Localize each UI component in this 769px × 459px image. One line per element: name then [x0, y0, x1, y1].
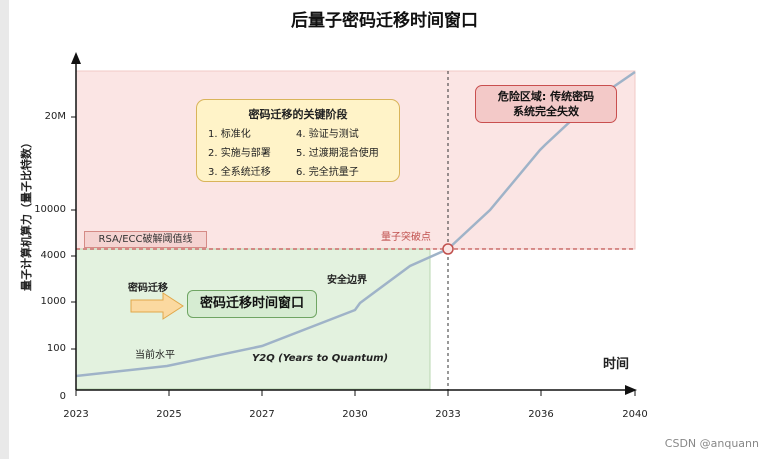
current-level-label: 当前水平: [135, 350, 175, 361]
phase-step: 4. 验证与测试: [296, 129, 359, 140]
x-tick-label: 2027: [249, 409, 275, 420]
x-tick-label: 2036: [528, 409, 554, 420]
danger-zone-line2: 系统完全失效: [513, 105, 579, 118]
capability-curve: [75, 70, 636, 378]
x-tick-label: 2025: [156, 409, 182, 420]
x-tick-label: 2033: [435, 409, 461, 420]
y-tick-label: 100: [46, 343, 66, 354]
phase-step: 3. 全系统迁移: [208, 167, 271, 178]
migration-window-area: [75, 248, 431, 390]
phase-step: 2. 实施与部署: [208, 148, 271, 159]
y-tick-marks: [71, 116, 76, 350]
danger-zone-line1: 危险区域: 传统密码: [497, 90, 595, 103]
watermark: CSDN @anquann: [664, 437, 759, 450]
threshold-label: RSA/ECC破解阈值线: [84, 231, 207, 248]
x-tick-label: 2023: [63, 409, 89, 420]
danger-zone-box: 危险区域: 传统密码 系统完全失效: [475, 85, 617, 123]
y-tick-label: 1000: [40, 296, 66, 307]
migration-arrow: [130, 292, 184, 320]
migration-arrow-label: 密码迁移: [128, 283, 168, 294]
phases-box: 密码迁移的关键阶段 1. 标准化 2. 实施与部署 3. 全系统迁移 4. 验证…: [196, 99, 400, 182]
migration-window-box: 密码迁移时间窗口: [187, 290, 317, 318]
x-tick-label: 2040: [622, 409, 648, 420]
x-axis-label: 时间: [603, 357, 630, 372]
y-tick-label: 10000: [34, 204, 66, 215]
left-margin-strip: [0, 0, 9, 459]
x-tick-marks: [75, 390, 636, 396]
breakthrough-label: 量子突破点: [381, 232, 431, 243]
y-tick-label: 0: [59, 391, 66, 402]
y-tick-label: 20M: [44, 111, 66, 122]
x-axis-arrow: [625, 385, 637, 395]
phase-step: 5. 过渡期混合使用: [296, 148, 379, 159]
y2q-label: Y2Q (Years to Quantum): [252, 353, 389, 364]
safety-margin-label: 安全边界: [327, 275, 367, 286]
page-title: 后量子密码迁移时间窗口: [291, 11, 478, 31]
phases-title: 密码迁移的关键阶段: [248, 108, 348, 121]
y-tick-label: 4000: [40, 250, 66, 261]
phase-step: 6. 完全抗量子: [296, 167, 359, 178]
phase-step: 1. 标准化: [208, 129, 251, 140]
y-axis-arrow: [71, 52, 81, 64]
breakthrough-point: [442, 243, 454, 255]
x-tick-label: 2030: [342, 409, 368, 420]
